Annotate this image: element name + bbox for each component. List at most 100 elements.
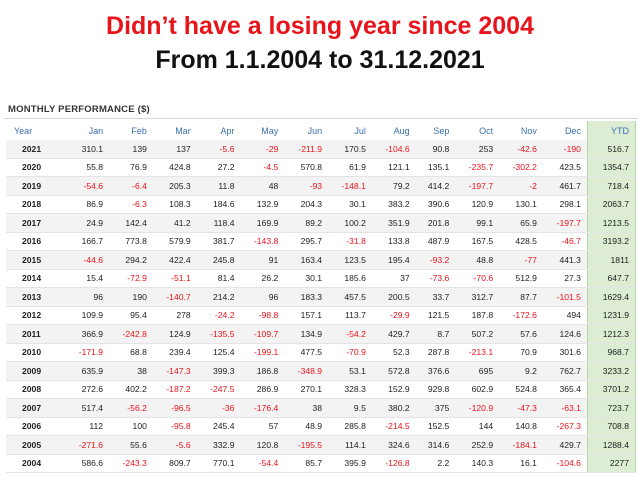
value-cell: 186.8	[240, 361, 285, 381]
value-cell: 169.9	[240, 213, 285, 233]
value-cell: 152.5	[415, 417, 456, 436]
value-cell: 524.8	[499, 380, 543, 399]
value-cell: 96	[240, 287, 285, 307]
year-cell: 2011	[6, 324, 66, 344]
value-cell: 428.5	[499, 232, 543, 251]
value-cell: 635.9	[65, 361, 110, 381]
value-cell: -36	[196, 398, 241, 418]
value-cell: 770.1	[196, 454, 241, 473]
value-cell: 390.6	[415, 195, 456, 214]
value-cell: 602.9	[455, 380, 500, 399]
value-cell: 402.2	[109, 380, 153, 399]
value-cell: 762.7	[542, 361, 588, 381]
value-cell: 95.4	[109, 306, 153, 325]
value-cell: 137	[152, 140, 197, 159]
value-cell: 184.6	[196, 195, 241, 214]
value-cell: 414.2	[415, 176, 456, 196]
column-header: Oct	[479, 125, 494, 136]
value-cell: -135.5	[196, 324, 241, 344]
year-cell: 2006	[6, 417, 66, 436]
value-cell: 57	[240, 417, 285, 436]
value-cell: -348.9	[284, 361, 329, 381]
value-cell: 477.5	[284, 343, 329, 362]
value-cell: -148.1	[328, 176, 372, 196]
column-header: Sep	[433, 125, 450, 136]
value-cell: 2277	[586, 454, 637, 473]
value-cell: -98.8	[240, 306, 285, 325]
value-cell: 200.5	[371, 287, 416, 307]
value-cell: -6.4	[109, 176, 153, 196]
value-cell: 167.5	[455, 232, 500, 251]
title: Didn’t have a losing year since 2004	[106, 12, 534, 40]
value-cell: 139	[109, 140, 153, 159]
value-cell: 424.8	[152, 158, 197, 177]
value-cell: -46.7	[542, 232, 588, 251]
value-cell: 1811	[586, 250, 637, 270]
value-cell: -143.8	[240, 232, 285, 251]
value-cell: 113.7	[328, 306, 372, 325]
value-cell: -5.6	[152, 435, 197, 455]
value-cell: 287.8	[415, 343, 456, 362]
value-cell: -247.5	[196, 380, 241, 399]
value-cell: -171.9	[65, 343, 110, 362]
year-cell: 2015	[6, 250, 66, 270]
value-cell: 773.8	[109, 232, 153, 251]
row: 2017 24.9 142.4 41.2 118.4 169.9 89.2 100.2 351.…	[6, 213, 637, 233]
value-cell: 87.7	[499, 287, 543, 307]
value-cell: 1629.4	[586, 287, 637, 307]
value-cell: -199.1	[240, 343, 285, 362]
column-header: Jul	[354, 125, 366, 136]
value-cell: -104.6	[371, 140, 416, 159]
value-cell: 214.2	[196, 287, 241, 307]
value-cell: 37	[371, 269, 416, 288]
value-cell: 204.3	[284, 195, 329, 214]
row: 2013 96 190 -140.7 214.2 96 183.3 457.5 200.5 33.…	[6, 287, 637, 307]
value-cell: 312.7	[455, 287, 500, 307]
value-cell: 125.4	[196, 343, 241, 362]
value-cell: 61.9	[328, 158, 372, 177]
value-cell: 38	[284, 398, 329, 418]
value-cell: 376.6	[415, 361, 456, 381]
value-cell: 365.4	[542, 380, 588, 399]
year-cell: 2021	[6, 140, 66, 159]
value-cell: -243.3	[109, 454, 153, 473]
column-header: Dec	[564, 125, 581, 136]
value-cell: 507.2	[455, 324, 500, 344]
value-cell: 252.9	[455, 435, 500, 455]
value-cell: 130.1	[499, 195, 543, 214]
value-cell: 487.9	[415, 232, 456, 251]
value-cell: 718.4	[586, 176, 637, 196]
value-cell: 183.3	[284, 287, 329, 307]
column-header: Mar	[175, 125, 191, 136]
year-cell: 2020	[6, 158, 66, 177]
value-cell: 380.2	[371, 398, 416, 418]
row: 2015 -44.6 294.2 422.4 245.8 91 163.4 123.5 195.…	[6, 250, 637, 270]
value-cell: 57.6	[499, 324, 543, 344]
value-cell: 76.9	[109, 158, 153, 177]
value-cell: 278	[152, 306, 197, 325]
year-cell: 2018	[6, 195, 66, 214]
value-cell: -242.8	[109, 324, 153, 344]
value-cell: 166.7	[65, 232, 110, 251]
value-cell: 30.1	[284, 269, 329, 288]
value-cell: -271.6	[65, 435, 110, 455]
row: 2007 517.4 -56.2 -96.5 -36 -176.4 38 9.5 380.2 37…	[6, 398, 637, 418]
row: 2019 -54.6 -6.4 205.3 11.8 48 -93 -148.1 79.2 414…	[6, 176, 637, 196]
year-cell: 2005	[6, 435, 66, 455]
column-header: Apr	[220, 125, 235, 136]
value-cell: 81.4	[196, 269, 241, 288]
value-cell: 41.2	[152, 213, 197, 233]
value-cell: -211.9	[284, 140, 329, 159]
year-cell: 2010	[6, 343, 66, 362]
row: 2014 15.4 -72.9 -51.1 81.4 26.2 30.1 185.6 37 -73…	[6, 269, 637, 288]
value-cell: 1212.3	[586, 324, 637, 344]
value-cell: 96	[65, 287, 110, 307]
value-cell: -235.7	[455, 158, 500, 177]
value-cell: 328.3	[328, 380, 372, 399]
subtitle: From 1.1.2004 to 31.12.2021	[155, 46, 485, 74]
value-cell: 90.8	[415, 140, 456, 159]
value-cell: -4.5	[240, 158, 285, 177]
value-cell: 579.9	[152, 232, 197, 251]
value-cell: 298.1	[542, 195, 588, 214]
value-cell: 124.6	[542, 324, 588, 344]
